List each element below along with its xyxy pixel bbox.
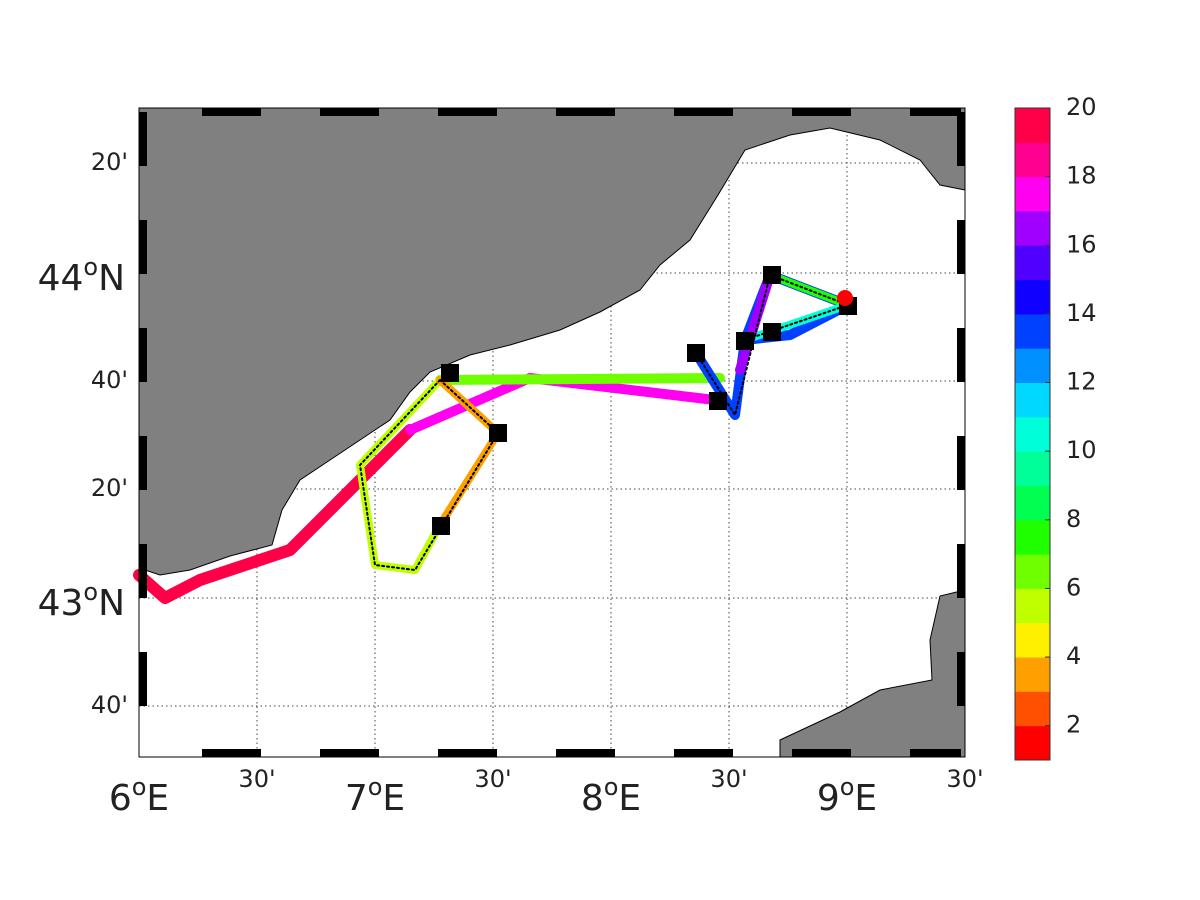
colorbar-band bbox=[1015, 416, 1050, 452]
colorbar-band bbox=[1015, 451, 1050, 486]
colorbar-frame bbox=[1014, 107, 1051, 761]
colorbar-band bbox=[1015, 588, 1050, 624]
degree: 43 bbox=[38, 583, 84, 624]
degree: 8 bbox=[581, 778, 604, 819]
hemisphere: E bbox=[618, 778, 641, 819]
colorbar-tick-label: 18 bbox=[1066, 162, 1097, 190]
y-degree-label: 43oN bbox=[38, 578, 125, 624]
y-minute-label: 20' bbox=[91, 474, 128, 502]
y-minute-label: 20' bbox=[91, 148, 128, 176]
colorbar-tick-label: 12 bbox=[1066, 368, 1097, 396]
colorbar-band bbox=[1015, 382, 1050, 418]
end-point bbox=[837, 290, 853, 306]
colorbar-band bbox=[1015, 313, 1050, 349]
colorbar-tick-label: 2 bbox=[1066, 711, 1081, 739]
degree: 7 bbox=[345, 778, 368, 819]
colorbar-band bbox=[1015, 657, 1050, 692]
degree-sign: o bbox=[840, 773, 855, 801]
x-degree-label: 9oE bbox=[817, 773, 877, 819]
x-minute-label: 30' bbox=[946, 765, 983, 793]
colorbar-band bbox=[1015, 279, 1050, 315]
colorbar: 2 4 6 8 10 12 14 16 18 20 bbox=[1014, 93, 1097, 761]
x-degree-label: 6oE bbox=[109, 773, 169, 819]
y-minute-label: 40' bbox=[91, 366, 128, 394]
degree: 44 bbox=[38, 258, 84, 299]
colorbar-tick-label: 20 bbox=[1066, 93, 1097, 121]
degree-sign: o bbox=[132, 773, 147, 801]
hemisphere: E bbox=[854, 778, 877, 819]
degree: 6 bbox=[109, 778, 132, 819]
x-minute-label: 30' bbox=[474, 765, 511, 793]
colorbar-tick-label: 4 bbox=[1066, 642, 1081, 670]
hemisphere: E bbox=[146, 778, 169, 819]
hemisphere: N bbox=[98, 258, 125, 299]
colorbar-band bbox=[1015, 142, 1050, 178]
colorbar-band bbox=[1015, 245, 1050, 281]
hemisphere: E bbox=[382, 778, 405, 819]
x-minute-label: 30' bbox=[710, 765, 747, 793]
degree: 9 bbox=[817, 778, 840, 819]
y-degree-label: 44oN bbox=[38, 253, 125, 299]
land-france bbox=[138, 107, 966, 576]
degree-sign: o bbox=[83, 253, 98, 281]
degree-sign: o bbox=[368, 773, 383, 801]
degree-sign: o bbox=[604, 773, 619, 801]
colorbar-band bbox=[1015, 210, 1050, 246]
x-degree-label: 7oE bbox=[345, 773, 405, 819]
degree-sign: o bbox=[83, 578, 98, 606]
colorbar-band bbox=[1015, 348, 1050, 384]
x-degree-label: 8oE bbox=[581, 773, 641, 819]
map-frame bbox=[138, 107, 966, 758]
colorbar-band bbox=[1015, 485, 1050, 521]
colorbar-band bbox=[1015, 622, 1050, 658]
colorbar-band bbox=[1015, 176, 1050, 212]
colorbar-tick-label: 16 bbox=[1066, 230, 1097, 258]
colorbar-tick-label: 8 bbox=[1066, 505, 1081, 533]
x-minute-label: 30' bbox=[238, 765, 275, 793]
colorbar-band bbox=[1015, 108, 1050, 143]
tracks bbox=[133, 270, 853, 604]
colorbar-tick-label: 6 bbox=[1066, 573, 1081, 601]
colorbar-tick-label: 10 bbox=[1066, 436, 1097, 464]
station-markers bbox=[432, 266, 857, 535]
y-minute-label: 40' bbox=[91, 691, 128, 719]
colorbar-band bbox=[1015, 691, 1050, 727]
colorbar-tick-label: 14 bbox=[1066, 299, 1097, 327]
hemisphere: N bbox=[98, 583, 125, 624]
colorbar-band bbox=[1015, 554, 1050, 589]
colorbar-band bbox=[1015, 725, 1050, 761]
colorbar-band bbox=[1015, 519, 1050, 555]
